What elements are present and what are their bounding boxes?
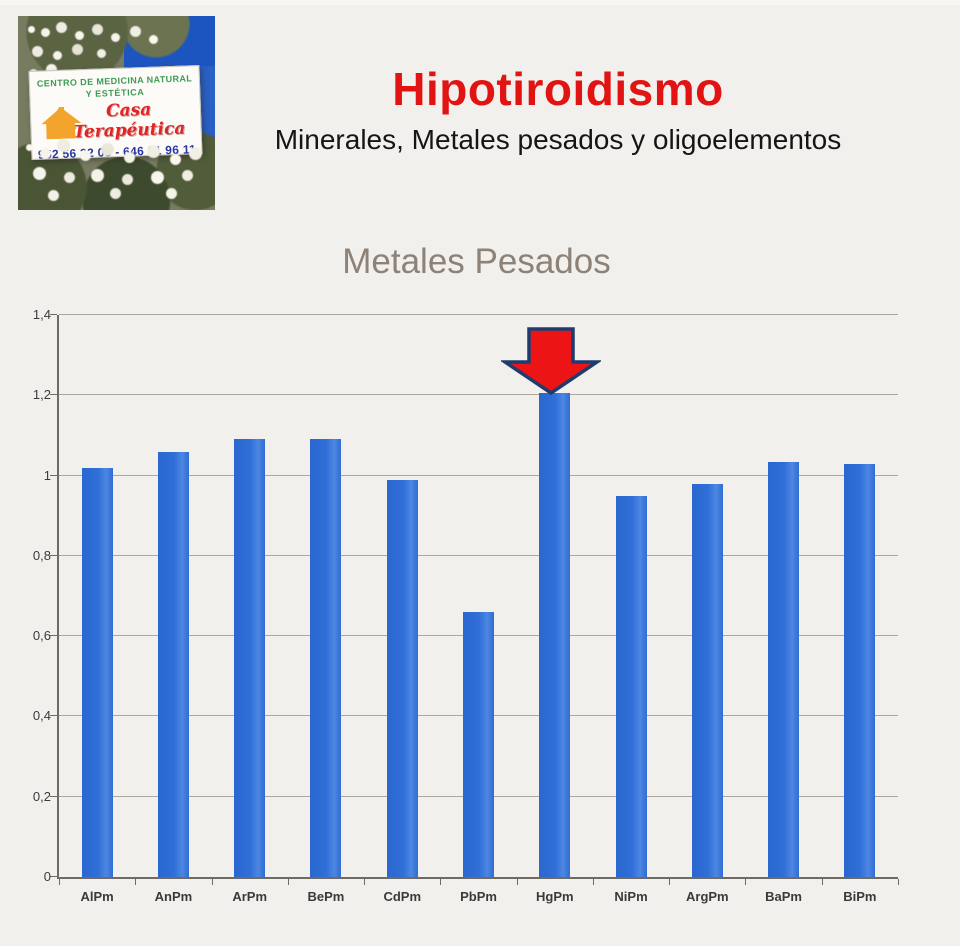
bar-ArgPm [691,483,723,877]
x-axis-label: AnPm [154,889,193,904]
bar-ArPm [234,439,266,877]
page-title: Hipotiroidismo [392,63,724,115]
x-axis-label: BiPm [843,889,877,904]
gridline [59,554,898,556]
x-axis-label: BePm [307,889,345,904]
gridline [59,394,898,396]
y-axis-tick [50,394,57,396]
y-axis-tick [50,876,57,877]
y-axis-tick [50,474,57,476]
bar-HgPm [539,393,571,877]
y-axis-label: 0,4 [32,708,51,724]
x-axis-tick [440,879,442,885]
page-subtitle: Minerales, Metales pesados y oligoelemen… [274,124,842,155]
y-axis-label: 1 [43,467,51,483]
x-axis-tick [898,879,899,885]
white-flowers [26,144,33,151]
bar-chart-plot-area: 0 0,2 0,4 0,6 0,8 1 1,2 1,4 AlPm AnPm ArPm BePm CdPm… [33,307,899,904]
y-axis-tick [50,635,57,637]
x-axis-tick [211,879,213,885]
x-axis-tick [135,879,137,885]
x-axis-label: NiPm [614,889,648,904]
chart-title: Metales Pesados [342,242,611,281]
y-axis-label: 1,2 [32,387,51,403]
x-axis-tick [364,879,366,885]
highlight-down-arrow-icon [500,327,601,396]
x-axis-label: ArPm [232,889,268,904]
x-axis-label: PbPm [460,889,497,904]
y-axis-tick [50,715,57,717]
bar-BiPm [844,463,876,877]
y-axis-tick [50,795,57,797]
x-axis-tick [287,879,289,885]
x-axis-tick [745,879,747,885]
page-edge-strip [0,0,960,5]
bar-NiPm [615,495,647,877]
header-title-block: Hipotiroidismo Minerales, Metales pesado… [158,62,958,156]
x-axis-tick [592,879,594,885]
bar-BePm [310,439,342,877]
gridline [59,474,898,476]
white-flowers [28,26,35,33]
gridline [59,314,898,315]
x-axis-tick [516,879,518,885]
y-axis-label: 1,4 [32,307,51,322]
x-axis-tick [821,879,823,885]
y-axis-tick [50,554,57,556]
clinic-logo-photo: CENTRO DE MEDICINA NATURAL Y ESTÉTICA Ca… [18,16,215,210]
bar-PbPm [463,612,494,877]
bar-AlPm [81,467,113,877]
x-axis-label: CdPm [383,889,421,904]
y-axis-label: 0,2 [32,788,51,804]
y-axis-label: 0,6 [32,628,51,644]
x-axis-label: AlPm [80,889,114,904]
x-axis-tick [669,879,671,885]
bar-BaPm [768,461,800,877]
y-axis-tick [50,314,57,315]
x-axis-label: HgPm [535,889,574,904]
y-axis-label: 0 [43,869,51,884]
y-axis-label: 0,8 [32,547,51,563]
bar-AnPm [157,451,189,877]
x-axis-tick [59,879,60,885]
x-axis-label: ArgPm [686,889,729,904]
x-axis-label: BaPm [765,889,802,904]
bar-CdPm [386,479,418,877]
